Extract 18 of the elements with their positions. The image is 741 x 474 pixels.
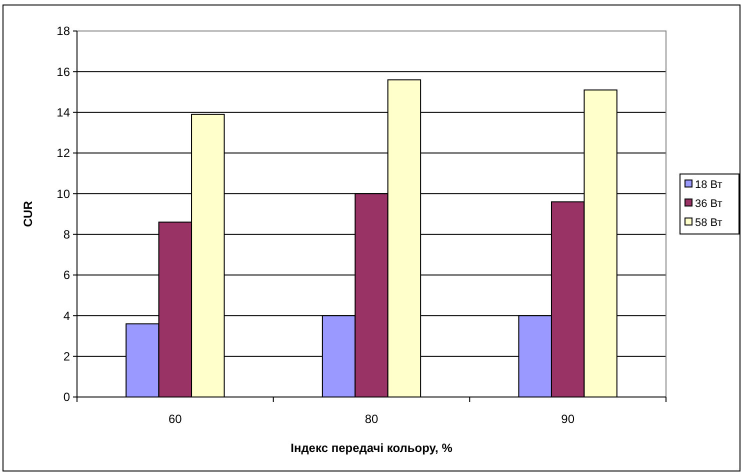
y-tick-label: 8 bbox=[63, 228, 70, 242]
y-tick-label: 12 bbox=[56, 146, 70, 160]
y-tick-label: 2 bbox=[63, 350, 70, 364]
y-tick-label: 0 bbox=[63, 390, 70, 404]
y-tick-label: 6 bbox=[63, 268, 70, 282]
x-tick-label: 80 bbox=[364, 412, 378, 426]
y-tick-label: 16 bbox=[56, 64, 70, 79]
legend-label: 18 Вт bbox=[695, 178, 722, 191]
y-tick-label: 4 bbox=[63, 308, 70, 323]
legend-label: 36 Вт bbox=[695, 198, 722, 210]
x-tick-label: 60 bbox=[168, 412, 182, 426]
y-tick-label: 10 bbox=[56, 186, 70, 201]
x-tick-label: 90 bbox=[561, 412, 575, 426]
y-tick-label: 14 bbox=[56, 106, 70, 120]
x-axis-title: Індекс передачі кольору, % bbox=[290, 441, 453, 455]
y-tick-label: 18 bbox=[56, 24, 70, 38]
y-axis-title: CUR bbox=[21, 200, 35, 227]
legend-label: 58 Вт bbox=[695, 216, 722, 229]
